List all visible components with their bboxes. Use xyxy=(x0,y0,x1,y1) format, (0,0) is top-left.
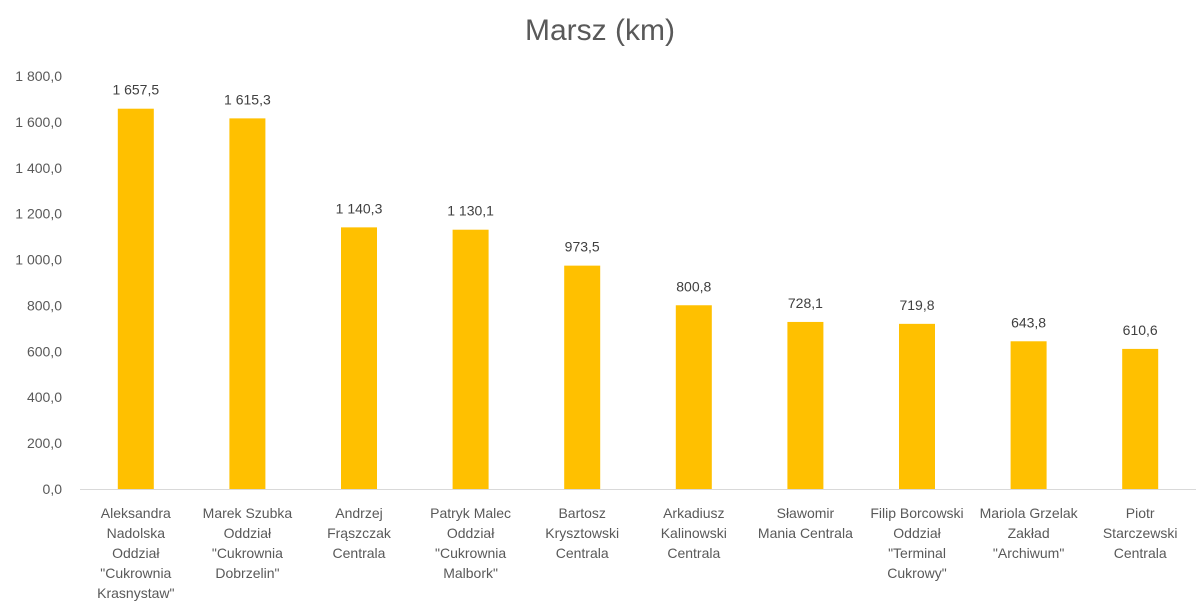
x-tick-label: Centrala xyxy=(1114,545,1167,561)
x-tick-label: "Archiwum" xyxy=(993,545,1064,561)
data-label: 1 615,3 xyxy=(224,91,271,107)
data-label: 1 140,3 xyxy=(336,200,383,216)
x-tick-label: Kalinowski xyxy=(661,525,727,541)
x-tick-label: Cukrowy" xyxy=(887,565,946,581)
x-tick-label: Malbork" xyxy=(443,565,498,581)
data-label: 728,1 xyxy=(788,295,823,311)
data-label: 719,8 xyxy=(899,297,934,313)
y-tick-label: 1 800,0 xyxy=(15,68,62,84)
x-tick-label: Centrala xyxy=(333,545,386,561)
bar xyxy=(452,229,489,489)
x-tick-label: Krysztowski xyxy=(545,525,619,541)
x-tick-label: Oddział xyxy=(224,525,272,541)
bar xyxy=(1122,348,1159,489)
x-tick-label: Oddział xyxy=(893,525,941,541)
bar xyxy=(899,323,935,489)
x-tick-label: Patryk Malec xyxy=(430,505,511,521)
x-tick-label: Marek Szubka xyxy=(203,505,293,521)
y-tick-label: 0,0 xyxy=(43,481,63,497)
x-tick-label: "Cukrownia xyxy=(435,545,506,561)
x-tick-label: Krasnystaw" xyxy=(97,585,174,601)
data-label: 800,8 xyxy=(676,278,711,294)
bar xyxy=(117,108,154,489)
x-tick-label: Arkadiusz xyxy=(663,505,724,521)
x-tick-label: Bartosz xyxy=(558,505,605,521)
x-tick-label: Starczewski xyxy=(1103,525,1178,541)
y-tick-label: 1 400,0 xyxy=(15,160,62,176)
y-tick-label: 800,0 xyxy=(27,297,62,313)
x-tick-label: Zakład xyxy=(1008,525,1050,541)
x-tick-label: "Cukrownia xyxy=(100,565,171,581)
y-tick-label: 1 600,0 xyxy=(15,114,62,130)
x-tick-label: Piotr xyxy=(1126,505,1155,521)
y-tick-label: 600,0 xyxy=(27,343,62,359)
y-tick-label: 200,0 xyxy=(27,435,62,451)
y-tick-label: 1 200,0 xyxy=(15,206,62,222)
x-tick-label: Oddział xyxy=(447,525,495,541)
bar xyxy=(1010,341,1047,489)
chart-title: Marsz (km) xyxy=(525,14,675,47)
data-label: 610,6 xyxy=(1123,322,1158,338)
bar xyxy=(564,265,601,489)
bar xyxy=(787,321,824,489)
data-label: 973,5 xyxy=(565,239,600,255)
data-label: 1 657,5 xyxy=(112,82,159,98)
bar xyxy=(229,118,266,489)
data-label: 1 130,1 xyxy=(447,203,494,219)
x-tick-label: Sławomir xyxy=(777,505,835,521)
bar xyxy=(341,227,377,489)
x-tick-label: Frąszczak xyxy=(327,525,392,541)
data-label: 643,8 xyxy=(1011,314,1046,330)
x-tick-label: Mania Centrala xyxy=(758,525,853,541)
x-tick-label: "Terminal xyxy=(888,545,946,561)
y-tick-label: 1 000,0 xyxy=(15,252,62,268)
x-tick-label: Filip Borcowski xyxy=(870,505,963,521)
x-tick-label: Aleksandra xyxy=(101,505,171,521)
x-tick-label: Andrzej xyxy=(335,505,382,521)
x-tick-label: Centrala xyxy=(667,545,720,561)
x-tick-label: Oddział xyxy=(112,545,160,561)
x-tick-label: Dobrzelin" xyxy=(215,565,279,581)
bar xyxy=(675,305,712,489)
x-tick-label: Nadolska xyxy=(107,525,166,541)
y-tick-label: 400,0 xyxy=(27,389,62,405)
x-tick-label: "Cukrownia xyxy=(212,545,283,561)
x-tick-label: Centrala xyxy=(556,545,609,561)
x-tick-label: Mariola Grzelak xyxy=(980,505,1079,521)
